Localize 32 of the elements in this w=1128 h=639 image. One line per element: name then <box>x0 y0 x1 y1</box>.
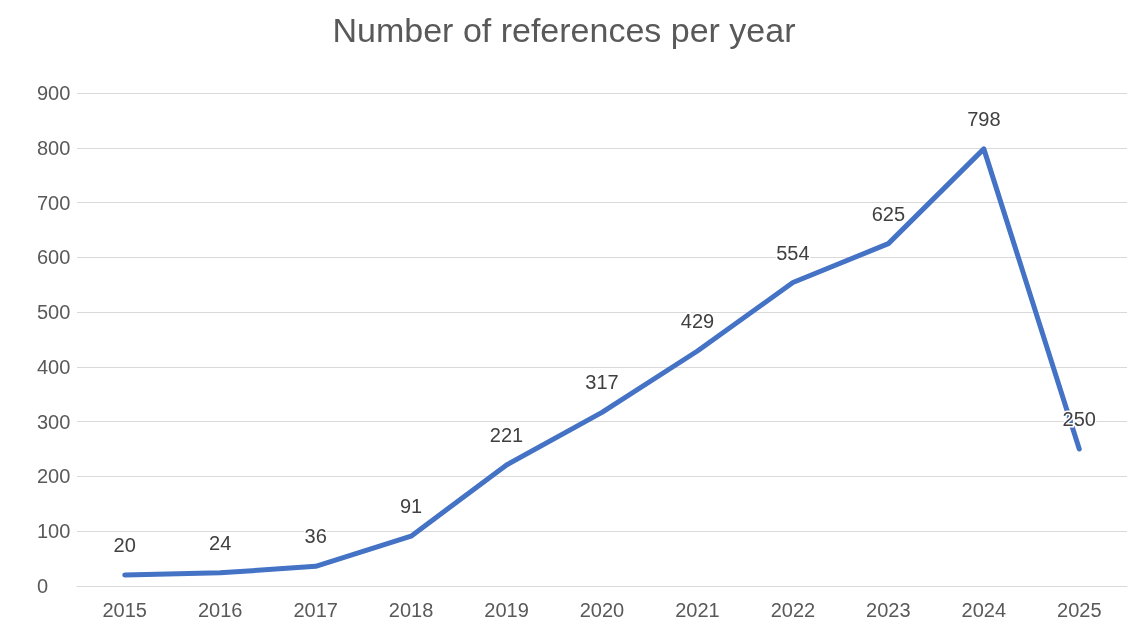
y-tick-label: 700 <box>37 191 71 214</box>
x-tick-label: 2025 <box>1057 599 1102 621</box>
x-tick-label: 2015 <box>102 599 147 621</box>
y-tick-label: 900 <box>37 82 71 104</box>
x-tick-label: 2019 <box>484 599 529 621</box>
data-label: 429 <box>680 310 715 332</box>
y-tick-label: 0 <box>37 575 49 597</box>
x-tick-label: 2020 <box>579 599 625 621</box>
x-tick-label: 2017 <box>293 599 338 621</box>
data-label: 20 <box>113 534 136 557</box>
x-tick-label: 2021 <box>675 599 720 621</box>
x-tick-label: 2023 <box>866 599 911 621</box>
y-tick-label: 500 <box>37 301 71 324</box>
data-label: 554 <box>776 241 810 264</box>
data-label: 798 <box>967 107 1001 130</box>
data-label: 36 <box>304 525 327 548</box>
x-tick-label: 2016 <box>197 599 243 621</box>
y-tick-label: 800 <box>37 136 71 159</box>
x-tick-label: 2024 <box>961 599 1007 621</box>
y-tick-label: 400 <box>37 355 71 378</box>
chart-title: Number of references per year <box>332 11 796 49</box>
y-tick-label: 100 <box>37 520 71 543</box>
data-label: 221 <box>489 423 524 446</box>
y-tick-label: 600 <box>37 246 71 269</box>
data-label: 317 <box>585 371 619 394</box>
data-label: 91 <box>399 495 423 518</box>
y-tick-label: 200 <box>37 465 71 488</box>
y-tick-label: 300 <box>37 410 71 433</box>
data-label: 24 <box>209 531 232 554</box>
data-label: 625 <box>871 202 906 225</box>
x-tick-label: 2022 <box>770 599 816 621</box>
x-tick-label: 2018 <box>388 599 434 621</box>
